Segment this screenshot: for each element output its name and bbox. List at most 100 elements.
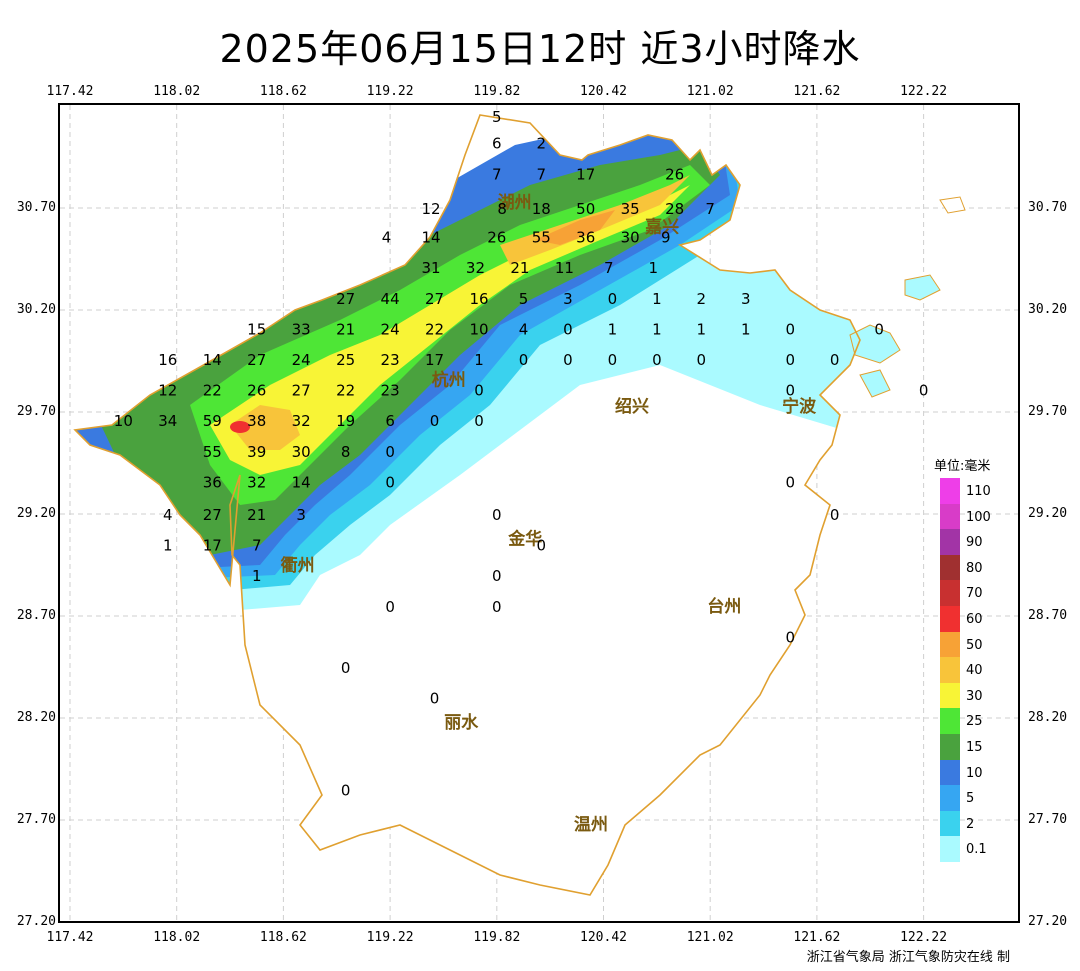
axis-tick-label: 30.70 — [1028, 200, 1068, 215]
station-value: 0 — [492, 598, 502, 616]
station-value: 12 — [158, 382, 177, 400]
station-value: 0 — [652, 351, 662, 369]
legend-item: 100 — [940, 503, 1020, 530]
station-value: 34 — [158, 412, 177, 430]
station-value: 14 — [292, 473, 311, 491]
legend-swatch — [940, 529, 960, 555]
axis-tick-label: 119.22 — [366, 84, 414, 99]
station-value: 38 — [247, 412, 266, 430]
station-value: 0 — [785, 382, 795, 400]
station-value: 27 — [336, 290, 355, 308]
legend-label: 110 — [966, 484, 991, 499]
legend-item: 90 — [940, 529, 1020, 555]
station-value: 0 — [474, 412, 484, 430]
legend-item: 70 — [940, 580, 1020, 606]
legend-swatch — [940, 657, 960, 683]
legend-label: 25 — [966, 714, 983, 730]
city-label: 湖州 — [498, 193, 532, 213]
station-value: 11 — [555, 259, 574, 277]
station-value: 0 — [563, 351, 573, 369]
city-label: 嘉兴 — [644, 216, 679, 237]
legend-item: 110 — [940, 478, 1020, 504]
legend-swatch — [940, 836, 960, 862]
axis-tick-label: 29.20 — [1028, 506, 1068, 521]
station-value: 27 — [292, 382, 311, 400]
station-value: 6 — [492, 135, 502, 153]
station-value: 32 — [466, 259, 485, 277]
station-value: 26 — [665, 165, 684, 183]
station-value: 21 — [336, 320, 355, 338]
city-label: 宁波 — [782, 396, 817, 417]
station-value: 0 — [430, 412, 440, 430]
legend-label: 2 — [966, 816, 975, 832]
legend-item: 5 — [940, 785, 1020, 811]
station-value: 1 — [652, 320, 662, 338]
legend-item: 25 — [940, 708, 1020, 734]
axis-tick-label: 118.62 — [259, 930, 307, 945]
axis-tick-label: 28.70 — [1028, 608, 1068, 623]
axis-tick-label: 29.70 — [16, 404, 56, 419]
station-value: 0 — [785, 473, 795, 491]
station-value: 0 — [608, 290, 618, 308]
legend-label: 70 — [966, 586, 983, 602]
legend-swatch — [940, 503, 960, 530]
station-value: 27 — [203, 506, 222, 524]
axis-tick-label: 27.20 — [1028, 914, 1068, 929]
axis-tick-label: 121.62 — [793, 930, 841, 945]
station-value: 4 — [382, 229, 392, 247]
legend-label: 5 — [966, 791, 975, 807]
station-value: 22 — [203, 382, 222, 400]
station-value: 1 — [608, 320, 618, 338]
legend-label: 80 — [966, 560, 983, 576]
axis-tick-label: 30.20 — [16, 302, 56, 317]
station-value: 55 — [532, 229, 551, 247]
station-value: 36 — [576, 229, 595, 247]
credit: 浙江省气象局 浙江气象防灾在线 制 — [806, 950, 1010, 965]
station-value: 15 — [247, 320, 266, 338]
station-value: 30 — [292, 443, 311, 461]
station-value: 7 — [492, 165, 502, 183]
station-value: 50 — [576, 200, 595, 218]
legend-swatch — [940, 554, 960, 581]
axis-tick-label: 119.82 — [473, 84, 521, 99]
city-label: 金华 — [507, 529, 542, 550]
axis-tick-label: 30.20 — [1028, 302, 1068, 317]
station-value: 5 — [492, 108, 502, 126]
station-value: 19 — [336, 412, 355, 430]
legend-label: 15 — [966, 739, 983, 755]
axis-tick-label: 28.20 — [16, 710, 56, 725]
station-value: 7 — [536, 165, 546, 183]
station-value: 14 — [421, 229, 440, 247]
axis-tick-label: 121.02 — [686, 84, 734, 99]
station-value: 21 — [510, 259, 529, 277]
city-label: 丽水 — [444, 712, 479, 733]
station-value: 0 — [385, 443, 395, 461]
station-value: 0 — [385, 473, 395, 491]
station-value: 0 — [492, 506, 502, 524]
legend-unit: 单位:毫米 — [934, 459, 991, 474]
city-label: 温州 — [574, 815, 608, 835]
legend-swatch — [940, 733, 960, 760]
axis-tick-label: 30.70 — [16, 200, 56, 215]
axis-tick-label: 120.42 — [580, 930, 627, 945]
station-value: 17 — [576, 165, 595, 183]
station-value: 32 — [247, 473, 266, 491]
station-value: 1 — [652, 290, 662, 308]
station-value: 33 — [292, 320, 311, 338]
axis-tick-label: 29.20 — [16, 506, 56, 521]
station-value: 1 — [163, 537, 173, 555]
legend-swatch — [940, 580, 960, 606]
legend-label: 100 — [966, 509, 991, 525]
legend-swatch — [940, 605, 960, 632]
station-value: 7 — [604, 259, 614, 277]
axis-tick-label: 27.70 — [16, 812, 56, 827]
station-value: 26 — [247, 382, 266, 400]
legend-item: 10 — [940, 759, 1020, 786]
legend-label: 30 — [966, 688, 983, 704]
station-value: 17 — [203, 537, 222, 555]
station-value: 4 — [163, 506, 173, 524]
station-value: 0 — [919, 382, 929, 400]
station-value: 3 — [741, 290, 751, 308]
legend-label: 60 — [966, 611, 983, 627]
